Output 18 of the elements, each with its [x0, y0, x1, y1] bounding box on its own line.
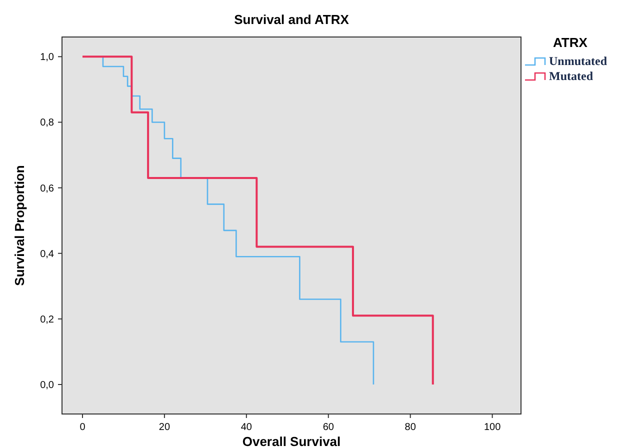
- chart-title: Survival and ATRX: [234, 12, 350, 27]
- x-tick-label: 100: [484, 422, 502, 433]
- x-tick-label: 40: [240, 422, 252, 433]
- y-tick-label: 0,0: [40, 380, 54, 391]
- legend-title: ATRX: [553, 35, 588, 50]
- y-tick-label: 0,8: [40, 118, 54, 129]
- y-tick-label: 0,6: [40, 183, 54, 194]
- x-axis-title: Overall Survival: [242, 434, 341, 448]
- legend-label: Mutated: [549, 69, 594, 83]
- y-tick-label: 0,4: [40, 248, 54, 260]
- x-tick-label: 20: [158, 422, 170, 433]
- legend-label: Unmutated: [549, 54, 608, 68]
- y-tick-label: 0,2: [40, 314, 54, 326]
- x-tick-label: 0: [80, 422, 86, 433]
- y-axis-title: Survival Proportion: [12, 165, 27, 286]
- x-tick-label: 80: [404, 422, 416, 433]
- x-tick-label: 60: [322, 422, 334, 433]
- y-tick-label: 1,0: [40, 52, 54, 64]
